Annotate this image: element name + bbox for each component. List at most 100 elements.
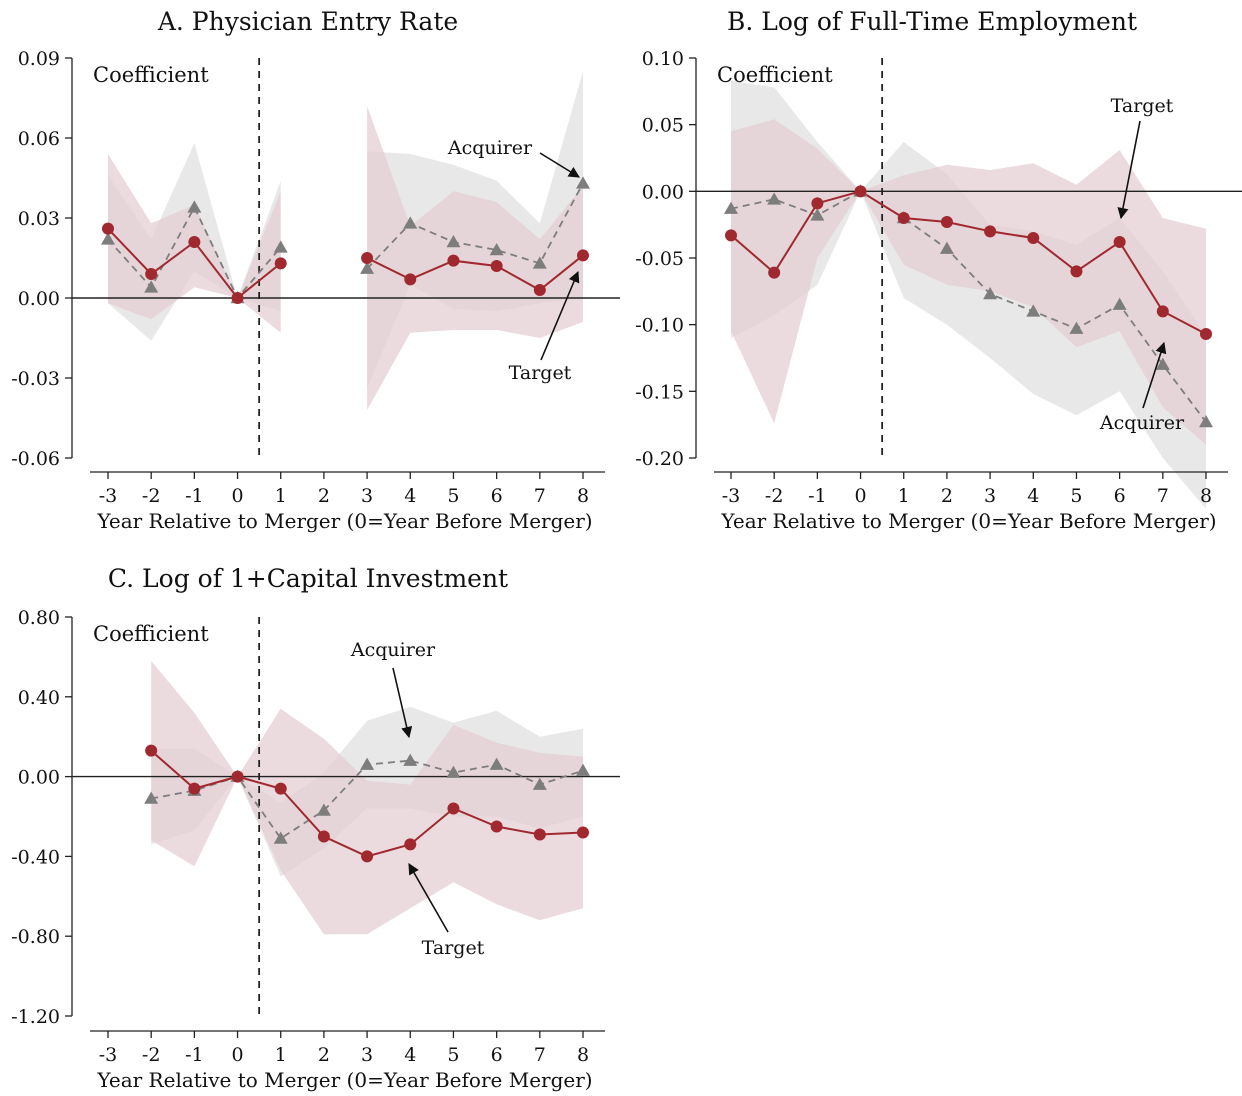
annotation-acquirer: Acquirer	[350, 639, 436, 661]
y-axis-label: Coefficient	[93, 63, 209, 87]
point-target	[231, 292, 244, 304]
point-acquirer	[489, 243, 504, 256]
point-target	[317, 830, 330, 843]
point-target	[533, 284, 546, 296]
point-target	[854, 185, 867, 198]
annotation-target: Target	[422, 937, 485, 959]
x-tick-label: -2	[142, 485, 161, 507]
x-tick-label: -3	[99, 485, 118, 507]
x-tick-label: 0	[231, 485, 243, 507]
point-acquirer	[532, 777, 547, 790]
y-tick-label: -0.80	[11, 926, 60, 948]
point-acquirer	[810, 208, 825, 221]
y-tick-label: 0.05	[642, 115, 684, 137]
panel-capital-investment: C. Log of 1+Capital Investment Coefficie…	[11, 564, 620, 1092]
confidence-bands	[151, 660, 583, 935]
x-tick-label: 8	[577, 485, 589, 507]
point-acquirer	[273, 240, 288, 253]
x-tick-label: 1	[275, 1044, 287, 1066]
annotation-arrow-target	[408, 863, 449, 933]
point-target	[1070, 265, 1083, 278]
point-target	[447, 802, 460, 815]
axes	[71, 617, 620, 1032]
x-tick-label: -2	[142, 1044, 161, 1066]
point-target	[490, 820, 503, 833]
x-tick-label: 2	[318, 485, 330, 507]
point-acquirer	[1069, 321, 1084, 334]
point-target	[811, 197, 824, 210]
point-target	[188, 782, 201, 795]
x-tick-label: 4	[1027, 485, 1039, 507]
x-tick-label: 5	[447, 485, 459, 507]
x-tick-label: 0	[231, 1044, 243, 1066]
x-tick-label: 1	[898, 485, 910, 507]
y-tick-labels: 0.10 0.05 0.00 -0.05 -0.10 -0.15 -0.20	[635, 48, 696, 470]
y-tick-label: 0.10	[642, 48, 684, 70]
band-target-1	[367, 106, 583, 410]
point-target	[725, 229, 737, 242]
y-tick-label: 0.03	[18, 208, 60, 230]
point-acquirer	[767, 192, 782, 205]
point-target	[447, 254, 460, 267]
x-tick-label: 6	[491, 485, 503, 507]
point-acquirer	[360, 261, 375, 274]
y-tick-label: -1.20	[11, 1006, 60, 1028]
x-tick-label: 1	[275, 485, 287, 507]
point-acquirer	[1155, 357, 1170, 370]
annotation-arrow-acquirer	[392, 667, 413, 739]
annotation-target: Target	[1111, 95, 1174, 117]
point-acquirer	[187, 200, 202, 213]
point-acquirer	[532, 256, 547, 269]
point-acquirer	[1199, 415, 1213, 428]
x-tick-label: 7	[534, 485, 546, 507]
y-tick-label: 0.09	[18, 48, 60, 70]
y-tick-label: 0.00	[642, 181, 684, 203]
x-tick-label: 0	[854, 485, 866, 507]
point-target	[577, 249, 589, 262]
panel-title: B. Log of Full-Time Employment	[727, 7, 1137, 36]
x-tick-label: -1	[808, 485, 827, 507]
annotation-arrow-acquirer	[1142, 341, 1167, 409]
point-target	[145, 268, 158, 280]
y-tick-label: -0.10	[635, 315, 684, 337]
panel-full-time-employment: B. Log of Full-Time Employment Coefficie…	[635, 7, 1242, 533]
x-axis-label: Year Relative to Merger (0=Year Before M…	[96, 509, 592, 533]
x-tick-labels: -3 -2 -1 0 1 2 3 4 5 6 7 8	[99, 472, 589, 507]
y-tick-labels: 0.09 0.06 0.03 0.00 -0.03 -0.06	[11, 48, 72, 470]
point-acquirer	[446, 235, 461, 248]
y-tick-label: 0.06	[18, 128, 60, 150]
point-target	[274, 782, 287, 795]
point-target	[231, 770, 244, 783]
point-target	[1027, 232, 1040, 244]
x-tick-labels: -3 -2 -1 0 1 2 3 4 5 6 7 8	[722, 472, 1212, 507]
y-tick-labels: 0.80 0.40 0.00 -0.40 -0.80 -1.20	[11, 607, 72, 1028]
x-tick-label: -2	[765, 485, 784, 507]
line-target-0	[730, 190, 1207, 335]
x-tick-label: 7	[534, 1044, 546, 1066]
y-tick-label: 0.00	[18, 767, 60, 789]
point-acquirer	[316, 803, 331, 816]
point-acquirer	[360, 757, 375, 770]
x-tick-label: 3	[361, 485, 373, 507]
y-tick-label: -0.06	[11, 448, 60, 470]
x-tick-label: 8	[577, 1044, 589, 1066]
annotation-arrow-target	[540, 270, 580, 361]
annotation-arrow-acquirer	[539, 152, 580, 178]
y-tick-label: -0.15	[635, 381, 684, 403]
line-target-1	[366, 254, 584, 292]
x-tick-label: 2	[941, 485, 953, 507]
point-acquirer	[144, 280, 159, 293]
point-acquirer	[144, 791, 159, 804]
point-acquirer	[101, 232, 115, 245]
point-target	[1113, 236, 1126, 248]
point-acquirer	[983, 287, 998, 300]
point-acquirer	[446, 765, 461, 778]
line-acquirer-0	[107, 205, 282, 300]
annotation-arrow-target	[1117, 120, 1141, 220]
point-target	[533, 828, 546, 841]
x-tick-label: 7	[1157, 485, 1169, 507]
point-target	[404, 273, 417, 286]
x-tick-label: -3	[722, 485, 741, 507]
point-acquirer	[403, 216, 418, 229]
